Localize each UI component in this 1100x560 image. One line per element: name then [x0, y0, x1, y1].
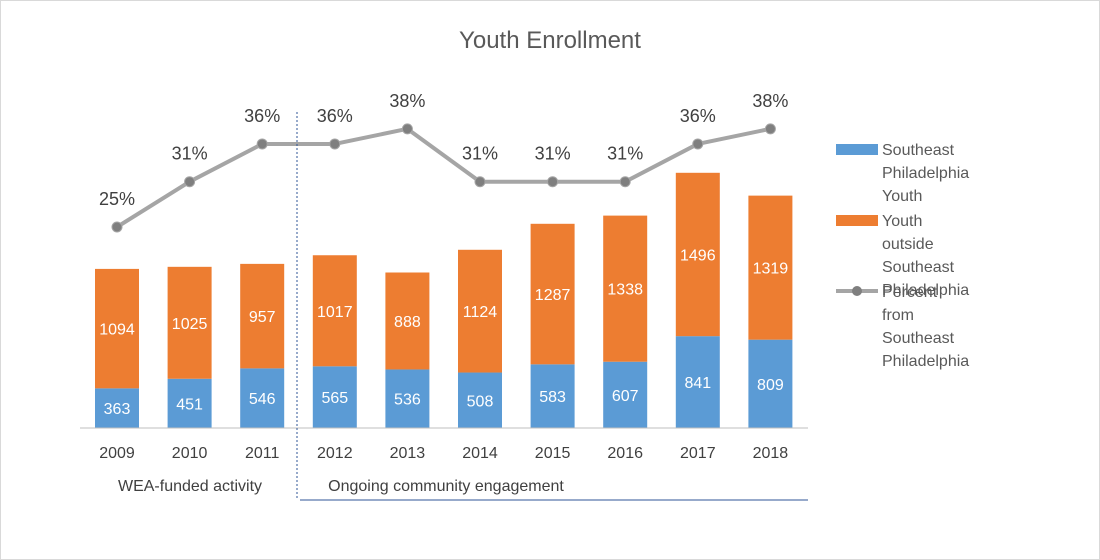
legend: Southeast Philadelphia Youth Youth outside So… — [836, 142, 969, 370]
x-tick-label-2009: 2009 — [99, 445, 135, 462]
period-label-wea: WEA-funded activity — [118, 478, 262, 495]
data-label-outside-2016: 1338 — [607, 282, 643, 299]
percent-series-line — [115, 126, 771, 229]
percent-point-2018 — [764, 123, 776, 135]
percent-label-2012: 36% — [317, 106, 353, 126]
bar-outside-2011 — [240, 263, 285, 369]
percent-label-2009: 25% — [99, 189, 135, 209]
percent-label-2010: 31% — [172, 144, 208, 164]
percent-point-2010 — [184, 176, 196, 188]
data-label-outside-2011: 957 — [249, 309, 276, 326]
data-label-southeast-2018: 809 — [757, 377, 784, 394]
data-label-southeast-2009: 363 — [104, 401, 131, 418]
percent-point-2013 — [401, 123, 413, 135]
x-tick-label-2012: 2012 — [317, 445, 353, 462]
x-axis: 2009 2010 2011 2012 2013 2014 2015 2016 2017 2018… — [80, 112, 808, 501]
percent-label-2013: 38% — [389, 91, 425, 111]
bar-group: 363 1094 451 1025 546 957 565 1017 536 888 508 1124… — [95, 172, 793, 428]
percent-label-2018: 38% — [752, 91, 788, 111]
bar-outside-2013 — [385, 272, 430, 370]
bar-outside-2017 — [675, 172, 720, 337]
percent-point-2011 — [256, 138, 268, 150]
bar-southeast-2009 — [95, 388, 139, 428]
data-label-southeast-2011: 546 — [249, 391, 276, 408]
legend-outside-swatch — [836, 215, 878, 226]
bar-outside-2009 — [95, 268, 139, 389]
percent-point-2016 — [619, 176, 631, 188]
bar-outside-2014 — [458, 249, 502, 373]
x-tick-label-2011: 2011 — [245, 445, 280, 462]
data-label-southeast-2013: 536 — [394, 392, 421, 409]
legend-outside-label: Youth outside Southeast Philadelphia — [882, 213, 969, 299]
x-tick-label-2016: 2016 — [607, 445, 643, 462]
legend-percent-marker — [852, 286, 862, 296]
bar-outside-2012 — [312, 255, 357, 367]
bar-southeast-2016 — [603, 361, 648, 428]
legend-percent-label: Percent from Southeast Philadelphia — [882, 284, 969, 370]
percent-point-2012 — [329, 138, 341, 150]
bar-southeast-2014 — [458, 372, 502, 428]
bar-southeast-2018 — [748, 339, 793, 428]
bar-southeast-2010 — [167, 378, 212, 428]
percent-label-2017: 36% — [680, 106, 716, 126]
x-tick-label-2018: 2018 — [753, 445, 789, 462]
percent-line-group: 25% 31% 36% 36% 38% 31% 31% 31% 36% 38% — [99, 91, 788, 233]
percent-point-2014 — [474, 176, 486, 188]
percent-label-2014: 31% — [462, 144, 498, 164]
bar-southeast-2011 — [240, 368, 285, 428]
x-tick-label-2014: 2014 — [462, 445, 498, 462]
bar-outside-2018 — [748, 195, 793, 340]
data-label-southeast-2010: 451 — [176, 396, 203, 413]
data-label-southeast-2012: 565 — [321, 390, 348, 407]
x-tick-label-2017: 2017 — [680, 445, 716, 462]
bar-southeast-2015 — [530, 364, 575, 428]
percent-label-2011: 36% — [244, 106, 280, 126]
data-label-outside-2014: 1124 — [463, 304, 498, 321]
bar-southeast-2017 — [675, 336, 720, 428]
data-label-southeast-2016: 607 — [612, 388, 639, 405]
data-label-outside-2012: 1017 — [317, 304, 353, 321]
data-label-outside-2009: 1094 — [99, 322, 135, 339]
x-tick-label-2010: 2010 — [172, 445, 208, 462]
percent-point-2017 — [692, 138, 704, 150]
percent-point-2015 — [547, 176, 559, 188]
percent-label-2016: 31% — [607, 144, 643, 164]
data-label-outside-2017: 1496 — [680, 247, 716, 264]
bar-outside-2010 — [167, 266, 212, 379]
x-tick-label-2015: 2015 — [535, 445, 571, 462]
bar-southeast-2012 — [312, 366, 357, 428]
data-label-southeast-2014: 508 — [467, 393, 494, 410]
legend-southeast-label: Southeast Philadelphia Youth — [882, 142, 969, 205]
x-tick-label-2013: 2013 — [390, 445, 426, 462]
bar-outside-2015 — [530, 223, 575, 365]
percent-point-2009 — [111, 221, 123, 233]
period-label-ongoing: Ongoing community engagement — [328, 478, 564, 495]
bar-southeast-2013 — [385, 369, 430, 428]
data-label-outside-2018: 1319 — [753, 261, 789, 278]
data-label-southeast-2017: 841 — [684, 375, 711, 392]
percent-label-2015: 31% — [535, 144, 571, 164]
data-label-southeast-2015: 583 — [539, 389, 566, 406]
data-label-outside-2015: 1287 — [535, 287, 571, 304]
legend-southeast-swatch — [836, 144, 878, 155]
data-label-outside-2010: 1025 — [172, 316, 208, 333]
chart-title: Youth Enrollment — [459, 27, 641, 54]
data-label-outside-2013: 888 — [394, 314, 421, 331]
bar-outside-2016 — [603, 215, 648, 362]
